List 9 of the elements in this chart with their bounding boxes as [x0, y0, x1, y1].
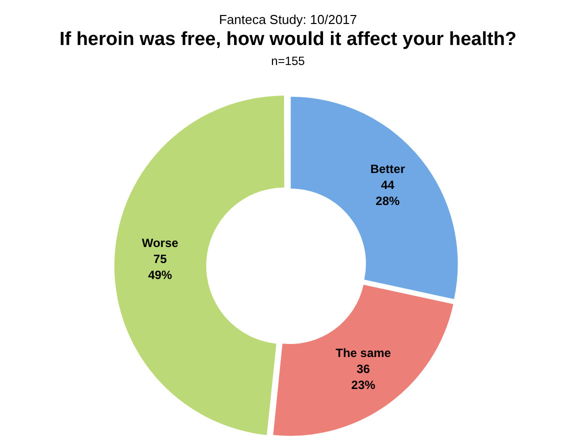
- data-label: 75 49%: [148, 252, 172, 282]
- data-label: 44 28%: [376, 178, 400, 208]
- slice-label: Better: [370, 162, 406, 176]
- chart-subtitle: Fanteca Study: 10/2017: [218, 12, 358, 27]
- slice-label: Worse: [142, 236, 179, 250]
- slice-label: The same: [336, 346, 392, 360]
- chart-title: If heroin was free, how would it affect your health?: [58, 29, 518, 51]
- data-label: 36 23%: [351, 362, 376, 392]
- text: n=155: [270, 54, 306, 68]
